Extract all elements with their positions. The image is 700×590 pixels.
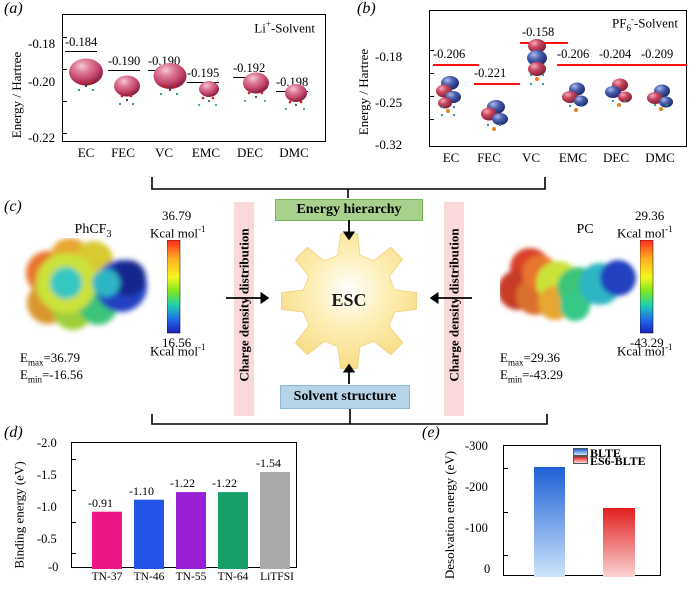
svg-text:ESC: ESC	[331, 290, 366, 310]
